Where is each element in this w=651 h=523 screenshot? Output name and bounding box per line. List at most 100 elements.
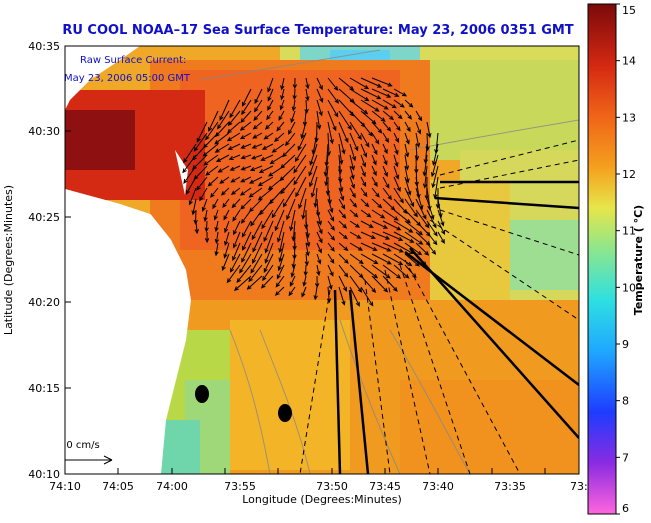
current-vector [203, 154, 219, 166]
current-vector [371, 264, 391, 279]
colorbar-label: Temperature ( °C) [632, 205, 645, 315]
current-vector [404, 165, 410, 184]
current-vector [232, 231, 241, 249]
current-vector [382, 253, 404, 266]
current-vector [437, 231, 445, 244]
current-vector [239, 132, 252, 140]
current-vector [349, 77, 370, 90]
current-vector [183, 165, 197, 184]
current-vector [371, 231, 391, 240]
surface-current-vectors [182, 77, 446, 307]
current-vector [226, 264, 241, 284]
current-vector [239, 187, 252, 196]
current-vector [205, 121, 219, 141]
colorbar-tick-label: 12 [622, 168, 636, 181]
current-vector [404, 198, 418, 218]
current-vector [393, 99, 405, 108]
current-vector [327, 198, 334, 214]
current-vector [360, 165, 366, 178]
current-vector [196, 121, 208, 143]
current-vector [289, 275, 296, 287]
current-vector [360, 143, 368, 158]
current-vector [426, 121, 432, 139]
current-vector [382, 264, 402, 279]
current-vector [349, 253, 364, 265]
current-vector [212, 198, 219, 210]
current-vector [313, 286, 318, 301]
current-vector [371, 187, 380, 198]
current-vector [280, 77, 285, 91]
current-vector [269, 154, 285, 165]
current-vector [382, 187, 392, 201]
colorbar-tick-label: 13 [622, 111, 636, 124]
current-vector [313, 187, 318, 208]
current-vector [305, 77, 310, 90]
current-vector [371, 275, 389, 293]
current-vector [226, 132, 241, 142]
current-vector [224, 231, 230, 246]
current-vector [349, 220, 361, 228]
current-vector [404, 187, 415, 208]
current-vector [309, 165, 318, 188]
current-vector [349, 154, 355, 171]
current-vector [239, 253, 252, 274]
current-vector [349, 132, 359, 152]
current-vector [415, 121, 422, 135]
current-vector [230, 187, 241, 195]
current-vector [382, 242, 404, 253]
current-vector [251, 220, 263, 241]
current-vector [293, 165, 307, 186]
current-vector [227, 143, 241, 150]
current-vector [338, 253, 349, 264]
current-vector [294, 143, 307, 163]
current-vector [305, 231, 311, 248]
current-vector [196, 176, 208, 191]
x-tick-label: 74:00 [156, 480, 188, 493]
current-vector [327, 110, 337, 132]
current-vector [393, 110, 403, 120]
current-vector [349, 187, 356, 199]
current-vector [258, 165, 274, 173]
current-vector [277, 253, 285, 272]
current-vector [426, 198, 435, 220]
current-vector [229, 99, 241, 119]
current-vector [415, 242, 430, 256]
colorbar-tick-label: 8 [622, 395, 629, 408]
current-vector [273, 132, 285, 142]
current-vector [349, 176, 355, 189]
current-vector [382, 88, 400, 97]
current-vector [415, 132, 421, 148]
x-tick-label: 73:45 [369, 480, 401, 493]
current-vector [393, 264, 410, 279]
current-vector [242, 231, 252, 251]
current-vector [267, 77, 274, 93]
current-vector [214, 220, 219, 233]
current-vector [360, 132, 370, 148]
current-vector [262, 264, 274, 282]
current-vector [426, 209, 437, 229]
current-vector [301, 198, 307, 220]
current-vector [371, 154, 377, 166]
current-vector [327, 220, 335, 231]
current-vector [252, 121, 263, 130]
current-vector [316, 253, 322, 265]
current-vector [280, 88, 285, 101]
current-vector [305, 88, 310, 102]
radar-dashed-lines [299, 139, 579, 474]
current-vector [219, 176, 230, 184]
current-vector [426, 220, 438, 237]
y-tick-label: 40:35 [28, 40, 60, 53]
current-vector [360, 264, 379, 279]
current-vector [360, 231, 376, 239]
current-vector [382, 110, 394, 121]
current-vector [422, 165, 428, 189]
current-vector [214, 143, 230, 153]
current-vector [278, 242, 285, 263]
current-vector [290, 110, 296, 124]
current-vector [382, 143, 388, 155]
current-vector [205, 165, 219, 176]
current-vector [214, 231, 220, 245]
buoy-marker [195, 385, 209, 403]
current-vector [349, 209, 359, 218]
current-vector [360, 286, 374, 307]
